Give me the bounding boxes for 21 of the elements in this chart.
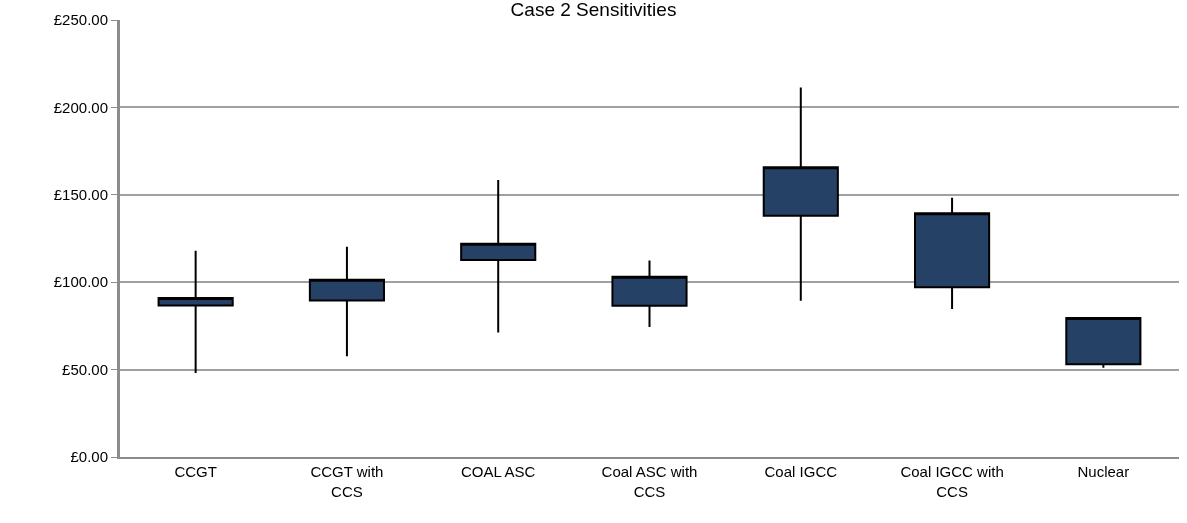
x-tick-label: CCGT with CCS [310, 463, 384, 500]
chart-title: Case 2 Sensitivities [510, 0, 677, 20]
candlestick [460, 178, 537, 334]
y-tick-label: £100.00 [53, 273, 108, 291]
x-tick-label: COAL ASC [460, 463, 536, 480]
y-tick-label: £50.00 [62, 360, 108, 378]
x-tick-label: Nuclear [1077, 463, 1130, 480]
candlestick [762, 86, 839, 302]
x-tick-label: Coal IGCC [764, 463, 838, 480]
x-tick-label: Coal ASC with CCS [601, 463, 698, 500]
candlestick [308, 245, 385, 358]
candlestick [1065, 316, 1142, 369]
y-tick-label: £200.00 [53, 98, 108, 116]
x-tick-label: CCGT [174, 463, 217, 480]
y-tick-label: £0.00 [70, 448, 108, 466]
candlestick [914, 196, 991, 311]
x-tick-label: Coal IGCC with CCS [900, 463, 1004, 500]
y-tick-label: £150.00 [53, 186, 108, 204]
y-tick-label: £250.00 [53, 11, 108, 29]
candlestick [157, 249, 234, 375]
candlestick [611, 259, 688, 329]
